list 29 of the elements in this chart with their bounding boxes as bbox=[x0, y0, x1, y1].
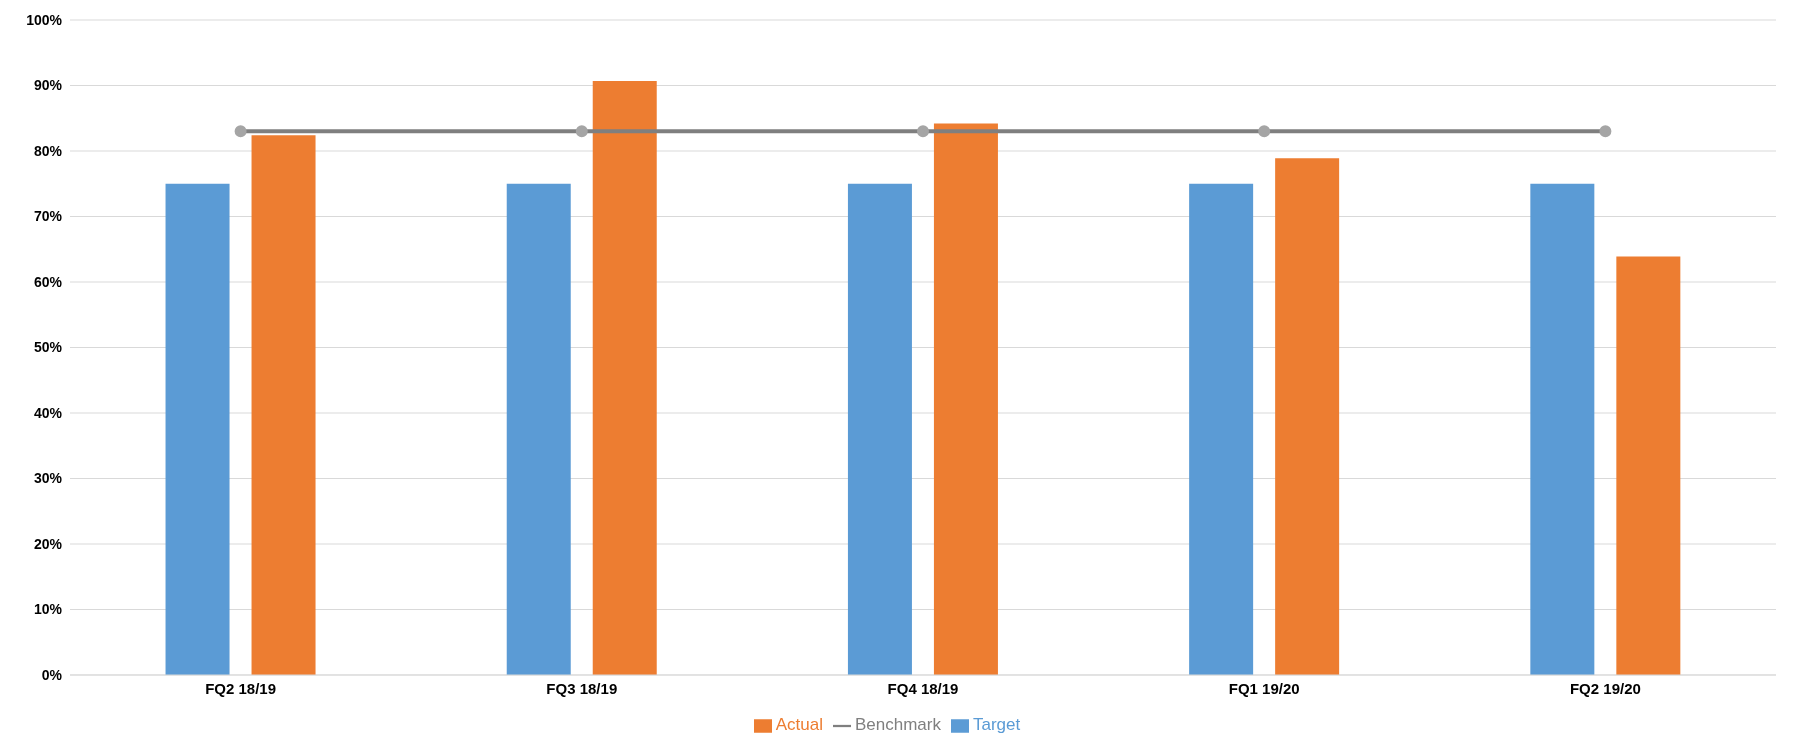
y-tick-label: 80% bbox=[33, 142, 63, 159]
y-tick-label: 30% bbox=[33, 470, 63, 487]
bar bbox=[1275, 158, 1340, 675]
y-tick-label: 100% bbox=[26, 11, 63, 28]
bar bbox=[933, 123, 998, 675]
x-tick-label: FQ3 18/19 bbox=[546, 679, 618, 697]
bar bbox=[1616, 256, 1681, 675]
bar bbox=[847, 183, 912, 675]
y-tick-label: 0% bbox=[41, 666, 63, 683]
x-tick-label: FQ1 19/20 bbox=[1228, 679, 1300, 697]
bar bbox=[506, 183, 571, 675]
y-tick-label: 20% bbox=[33, 535, 63, 552]
y-tick-label: 60% bbox=[33, 273, 63, 290]
bar bbox=[1189, 183, 1254, 675]
bar bbox=[165, 183, 230, 675]
y-tick-label: 90% bbox=[33, 77, 63, 94]
y-tick-label: 40% bbox=[33, 404, 63, 421]
bar bbox=[251, 135, 316, 675]
legend-label: Target bbox=[972, 715, 1021, 734]
y-tick-label: 10% bbox=[33, 601, 63, 618]
bar bbox=[1530, 183, 1595, 675]
y-tick-label: 70% bbox=[33, 208, 63, 225]
x-tick-label: FQ4 18/19 bbox=[887, 679, 959, 697]
y-tick-label: 50% bbox=[33, 339, 63, 356]
legend-label: Actual bbox=[775, 715, 823, 734]
bar bbox=[592, 80, 657, 675]
x-tick-label: FQ2 19/20 bbox=[1569, 679, 1641, 697]
x-tick-label: FQ2 18/19 bbox=[205, 679, 277, 697]
legend-label: Benchmark bbox=[855, 715, 941, 734]
